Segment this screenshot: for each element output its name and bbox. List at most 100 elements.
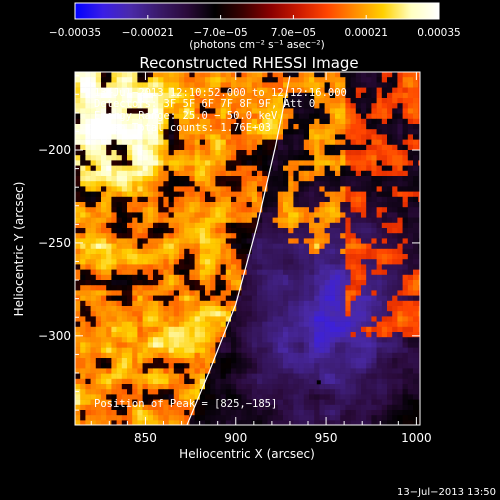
heatmap-cell xyxy=(241,311,247,317)
heatmap-cell xyxy=(121,108,128,114)
heatmap-cell xyxy=(288,212,294,218)
heatmap-cell xyxy=(205,124,211,130)
heatmap-cell xyxy=(101,384,107,390)
heatmap-cell xyxy=(121,181,128,187)
heatmap-cell xyxy=(132,207,138,213)
heatmap-cell xyxy=(407,196,414,203)
heatmap-cell xyxy=(121,373,128,380)
heatmap-cell xyxy=(153,254,159,260)
heatmap-cell xyxy=(231,378,237,385)
heatmap-cell xyxy=(267,342,273,348)
heatmap-cell xyxy=(392,306,398,312)
heatmap-cell xyxy=(324,87,331,94)
heatmap-cell xyxy=(85,87,91,94)
heatmap-cell xyxy=(199,243,206,250)
heatmap-cell xyxy=(220,264,227,270)
heatmap-cell xyxy=(272,129,279,135)
heatmap-cell xyxy=(335,98,341,104)
heatmap-cell xyxy=(137,165,143,172)
heatmap-cell xyxy=(319,170,325,177)
heatmap-cell xyxy=(309,358,315,364)
heatmap-cell xyxy=(387,415,393,421)
heatmap-cell xyxy=(288,254,294,260)
heatmap-cell xyxy=(397,300,403,307)
heatmap-cell xyxy=(407,373,414,380)
heatmap-cell xyxy=(168,300,175,307)
heatmap-cell xyxy=(80,316,86,322)
heatmap-cell xyxy=(392,181,398,187)
heatmap-cell xyxy=(246,124,253,130)
heatmap-cell xyxy=(350,342,357,348)
heatmap-cell xyxy=(366,207,372,213)
heatmap-cell xyxy=(184,269,190,276)
heatmap-cell xyxy=(127,264,133,270)
heatmap-cell xyxy=(418,77,420,83)
heatmap-cell xyxy=(121,410,128,416)
heatmap-cell xyxy=(121,228,128,234)
heatmap-cell xyxy=(85,170,91,177)
heatmap-cell xyxy=(355,352,362,359)
heatmap-cell xyxy=(241,264,247,270)
heatmap-cell xyxy=(236,212,242,218)
heatmap-cell xyxy=(407,77,414,83)
heatmap-cell xyxy=(314,233,320,239)
heatmap-cell xyxy=(381,337,388,343)
heatmap-cell xyxy=(267,186,273,192)
heatmap-cell xyxy=(407,269,414,276)
heatmap-cell xyxy=(361,98,367,104)
heatmap-cell xyxy=(288,384,294,390)
heatmap-cell xyxy=(147,134,154,140)
heatmap-cell xyxy=(199,337,206,343)
heatmap-cell xyxy=(329,285,336,291)
heatmap-cell xyxy=(407,311,414,317)
heatmap-cell xyxy=(309,170,315,177)
heatmap-cell xyxy=(163,420,169,425)
heatmap-cell xyxy=(173,191,180,198)
heatmap-cell xyxy=(106,160,112,166)
heatmap-cell xyxy=(80,347,86,354)
heatmap-cell xyxy=(251,306,258,312)
heatmap-cell xyxy=(199,259,206,265)
heatmap-cell xyxy=(340,243,346,250)
heatmap-cell xyxy=(95,124,102,130)
heatmap-cell xyxy=(220,269,227,276)
heatmap-cell xyxy=(163,306,169,312)
heatmap-cell xyxy=(153,248,159,255)
heatmap-cell xyxy=(116,316,123,322)
heatmap-cell xyxy=(283,373,289,380)
heatmap-cell xyxy=(392,373,398,380)
heatmap-cell xyxy=(241,108,247,114)
heatmap-cell xyxy=(220,280,227,286)
heatmap-cell xyxy=(293,238,299,244)
heatmap-cell xyxy=(111,139,117,146)
heatmap-cell xyxy=(366,144,372,151)
heatmap-cell xyxy=(231,222,237,229)
heatmap-cell xyxy=(251,139,258,146)
heatmap-cell xyxy=(184,87,190,94)
heatmap-cell xyxy=(303,129,310,135)
heatmap-cell xyxy=(251,254,258,260)
heatmap-cell xyxy=(220,347,227,354)
heatmap-cell xyxy=(241,72,247,78)
heatmap-cell xyxy=(189,238,195,244)
heatmap-cell xyxy=(85,134,91,140)
heatmap-cell xyxy=(329,347,336,354)
heatmap-cell xyxy=(95,82,102,88)
heatmap-cell xyxy=(309,113,315,120)
heatmap-cell xyxy=(381,243,388,250)
heatmap-cell xyxy=(319,82,325,88)
heatmap-cell xyxy=(168,290,175,296)
heatmap-cell xyxy=(355,285,362,291)
heatmap-cell xyxy=(106,118,112,125)
heatmap-cell xyxy=(361,160,367,166)
heatmap-cell xyxy=(236,410,242,416)
heatmap-cell xyxy=(236,342,242,348)
heatmap-cell xyxy=(101,254,107,260)
heatmap-cell xyxy=(293,98,299,104)
heatmap-cell xyxy=(319,160,325,166)
heatmap-cell xyxy=(293,264,299,270)
heatmap-cell xyxy=(303,222,310,229)
heatmap-cell xyxy=(163,212,169,218)
heatmap-cell xyxy=(142,352,149,359)
heatmap-cell xyxy=(361,342,367,348)
